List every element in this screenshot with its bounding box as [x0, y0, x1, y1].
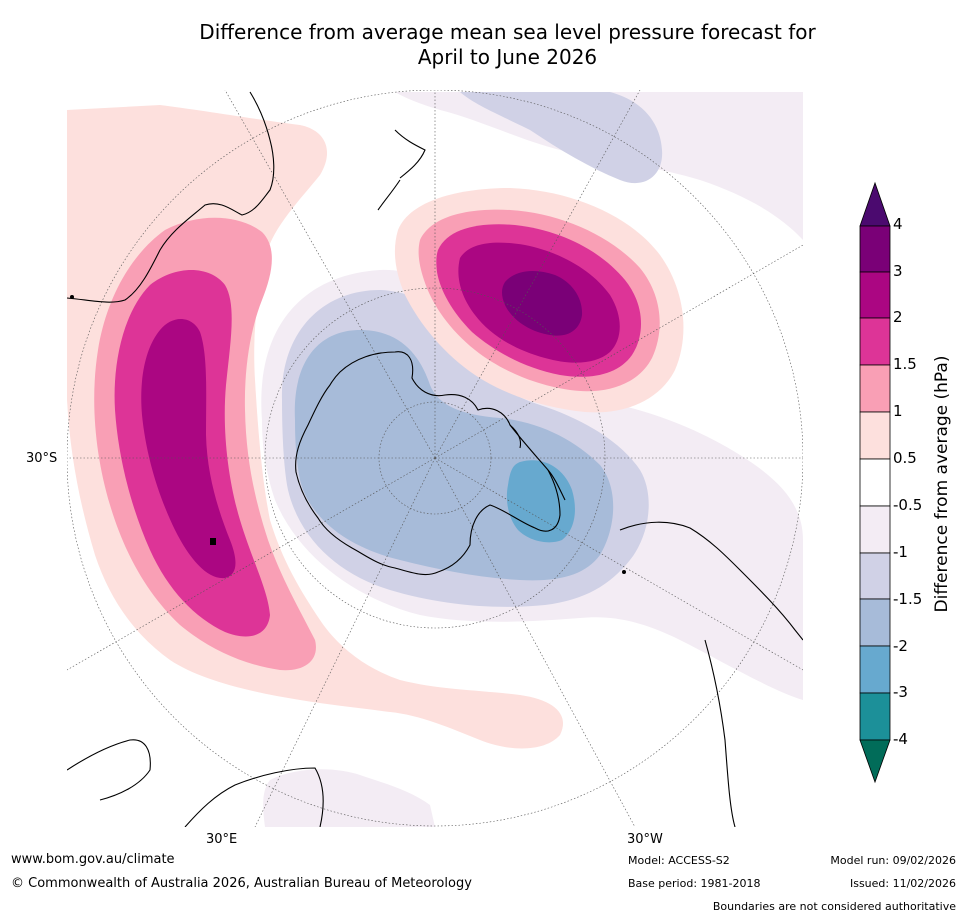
south-america-coastline	[619, 521, 803, 641]
positive-anomaly-indian-ocean	[67, 105, 564, 749]
colorbar-tick-1: 1	[893, 402, 903, 420]
colorbar-bin-neutral	[859, 458, 891, 507]
south-america-east	[704, 639, 736, 827]
map-panel	[67, 90, 803, 827]
colorbar-tick-neg-0.5: -0.5	[893, 496, 923, 514]
meridian-150w	[434, 90, 641, 459]
colorbar-tick-1.5: 1.5	[893, 355, 917, 373]
new-zealand-north	[394, 129, 426, 179]
colorbar-bin-2-3	[859, 271, 891, 319]
colorbar-tick-4: 4	[893, 215, 903, 233]
tasmania	[70, 295, 74, 299]
colorbar-bin-neg-2-1.5	[859, 598, 891, 647]
graticule	[67, 90, 803, 827]
latitude-circle-30s	[67, 90, 803, 827]
footer-url[interactable]: www.bom.gov.au/climate	[11, 852, 175, 867]
meridian-120w	[434, 244, 803, 459]
footer-model-run: Model run: 09/02/2026	[830, 854, 956, 867]
colorbar-tick-neg-3: -3	[893, 683, 908, 701]
antarctica-coastline	[295, 351, 561, 576]
negative-anomaly-layer	[261, 92, 803, 827]
new-zealand-south	[377, 179, 401, 211]
colorbar-tick-neg-2: -2	[893, 637, 908, 655]
antarctic-peninsula	[509, 424, 566, 501]
contour-neg-1.0-north	[460, 92, 663, 184]
colorbar-bin-neg-3-2	[859, 645, 891, 694]
southern-africa-coastline	[184, 767, 324, 827]
latitude-circle-50s	[264, 287, 606, 629]
lon-label-30e: 30°E	[206, 832, 238, 847]
meridian-60e	[67, 457, 436, 671]
colorbar	[859, 181, 891, 784]
colorbar-tick-2: 2	[893, 308, 903, 326]
colorbar-tick-neg-1.5: -1.5	[893, 590, 923, 608]
contour-neg-0.5-north	[395, 92, 803, 240]
footer-issued: Issued: 11/02/2026	[849, 877, 956, 890]
colorbar-extend-min	[859, 739, 891, 784]
footer-base-period: Base period: 1981-2018	[628, 877, 761, 890]
chart-title: Difference from average mean sea level p…	[0, 20, 965, 70]
footer-model: Model: ACCESS-S2	[628, 854, 730, 867]
meridian-120e	[224, 90, 436, 459]
colorbar-bin-0.5-1	[859, 411, 891, 460]
colorbar-extend-max	[859, 181, 891, 227]
colorbar-bin-neg-1.5-1	[859, 552, 891, 600]
sub-antarctic-island	[622, 570, 626, 574]
contour-pos-3.0-atl	[502, 270, 583, 336]
colorbar-bin-neg-1-0.5	[859, 505, 891, 554]
lon-label-30w: 30°W	[627, 832, 663, 847]
colorbar-bin-1-1.5	[859, 364, 891, 413]
title-line-1: Difference from average mean sea level p…	[199, 20, 816, 44]
footer-disclaimer: Boundaries are not considered authoritat…	[712, 900, 956, 913]
colorbar-tick-neg-4: -4	[893, 730, 908, 748]
contour-pos-2.0	[141, 318, 236, 579]
colorbar-bin-1.5-2	[859, 317, 891, 366]
colorbar-tick-0.5: 0.5	[893, 449, 917, 467]
coastlines	[67, 91, 803, 827]
colorbar-tick-3: 3	[893, 262, 903, 280]
title-line-2: April to June 2026	[417, 45, 598, 69]
footer-copyright: © Commonwealth of Australia 2026, Austra…	[11, 876, 472, 891]
islands	[70, 295, 626, 574]
contour-neg-0.5-south	[263, 769, 435, 827]
australia-coastline	[67, 91, 275, 303]
colorbar-tick-neg-1: -1	[893, 543, 908, 561]
colorbar-bin-neg-4-3	[859, 692, 891, 741]
africa-coastline	[67, 739, 151, 801]
colorbar-bin-3-4	[859, 225, 891, 273]
meridian-60w	[434, 457, 803, 671]
kerguelen-island	[210, 538, 216, 545]
lat-label-30s: 30°S	[26, 451, 58, 466]
colorbar-title: Difference from average (hPa)	[932, 355, 952, 613]
